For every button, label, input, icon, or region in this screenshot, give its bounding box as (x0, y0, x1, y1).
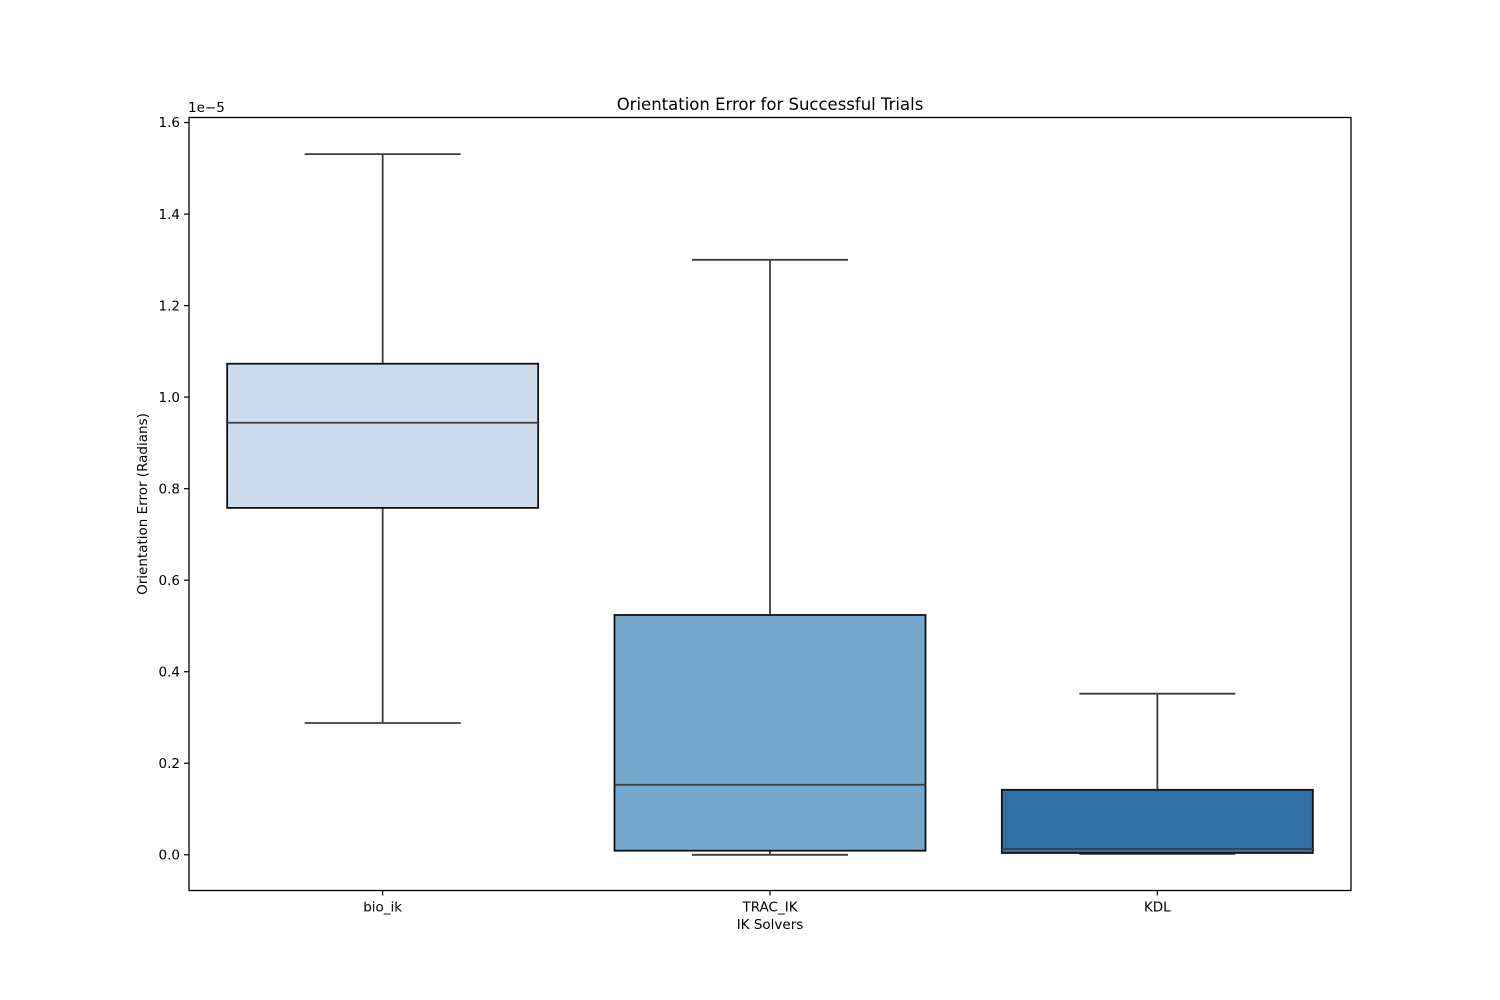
axes-frame (188, 116, 1352, 892)
box-bio_ik (226, 362, 540, 509)
y-tick-label: 0.0 (159, 848, 180, 864)
y-tick-label: 1.0 (159, 390, 180, 406)
y-tick-label: 1.6 (159, 115, 180, 131)
x-tick-label: KDL (1144, 900, 1171, 916)
x-tick-label: TRAC_IK (741, 900, 798, 916)
chart-title: Orientation Error for Successful Trials (616, 95, 924, 114)
y-axis-offset-text: 1e−5 (188, 100, 225, 116)
y-tick-label: 1.2 (159, 298, 180, 314)
y-tick-label: 1.4 (159, 207, 180, 223)
y-axis-label: Orientation Error (Radians) (135, 413, 151, 595)
x-axis-label: IK Solvers (736, 917, 804, 933)
y-tick-label: 0.8 (159, 481, 180, 497)
y-tick-label: 0.2 (159, 756, 180, 772)
box-TRAC_IK (613, 614, 927, 852)
y-tick-label: 0.6 (159, 573, 180, 589)
x-tick-label: bio_ik (363, 900, 402, 916)
box-KDL (1000, 788, 1314, 854)
y-tick-label: 0.4 (159, 664, 180, 680)
